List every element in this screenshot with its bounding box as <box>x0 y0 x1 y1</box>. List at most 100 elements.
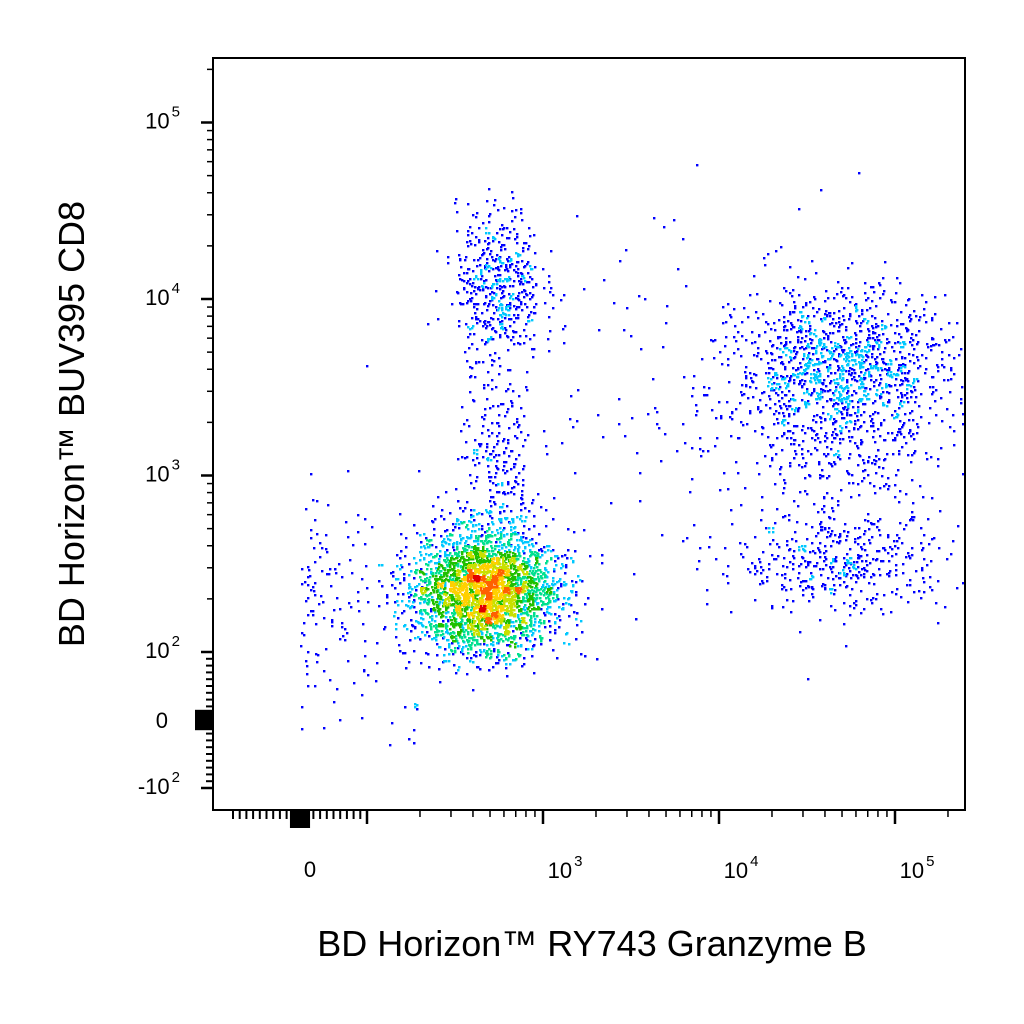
event-dot <box>524 290 527 293</box>
event-dot <box>897 369 900 372</box>
event-dot <box>754 567 757 570</box>
event-dot <box>425 553 428 556</box>
event-dot <box>827 531 830 534</box>
event-dot <box>911 516 914 519</box>
event-dot <box>396 565 399 568</box>
event-dot <box>524 612 527 615</box>
event-dot <box>751 562 754 565</box>
event-dot <box>879 374 882 377</box>
event-dot <box>494 534 497 537</box>
event-dot <box>498 257 501 260</box>
event-dot <box>874 400 877 403</box>
event-dot <box>428 561 431 564</box>
event-dot <box>767 385 770 388</box>
event-dot <box>818 308 821 311</box>
event-dot <box>341 626 344 629</box>
event-dot <box>834 589 837 592</box>
event-dot <box>935 602 938 605</box>
event-dot <box>864 530 867 533</box>
event-dot <box>519 518 522 521</box>
event-dot <box>855 574 858 577</box>
event-dot <box>484 320 487 323</box>
event-dot <box>458 320 461 323</box>
event-dot <box>904 377 907 380</box>
event-dot <box>456 211 459 214</box>
event-dot <box>900 433 903 436</box>
event-dot <box>587 597 590 600</box>
event-dot <box>430 568 433 571</box>
event-dot <box>577 575 580 578</box>
event-dot <box>838 346 841 349</box>
event-dot <box>831 588 834 591</box>
event-dot <box>525 386 528 389</box>
event-dot <box>882 391 885 394</box>
event-dot <box>500 249 503 252</box>
event-dot <box>813 315 816 318</box>
event-dot <box>511 487 514 490</box>
event-dot <box>864 390 867 393</box>
event-dot <box>909 341 912 344</box>
event-dot <box>833 593 836 596</box>
event-dot <box>352 544 355 547</box>
event-dot <box>480 443 483 446</box>
event-dot <box>759 561 762 564</box>
event-dot <box>478 462 481 465</box>
event-dot <box>822 406 825 409</box>
event-dot <box>827 297 830 300</box>
event-dot <box>507 408 510 411</box>
event-dot <box>813 503 816 506</box>
event-dot <box>699 547 702 550</box>
event-dot <box>810 394 813 397</box>
event-dot <box>858 527 861 530</box>
event-dot <box>847 387 850 390</box>
event-dot <box>875 472 878 475</box>
event-dot <box>831 465 834 468</box>
event-dot <box>525 335 528 338</box>
event-dot <box>853 564 856 567</box>
event-dot <box>851 394 854 397</box>
event-dot <box>531 543 534 546</box>
event-dot <box>418 597 421 600</box>
event-dot <box>378 580 381 583</box>
event-dot <box>857 406 860 409</box>
event-dot <box>465 323 468 326</box>
event-dot <box>795 540 798 543</box>
event-dot <box>824 527 827 530</box>
event-dot <box>836 378 839 381</box>
event-dot <box>409 586 412 589</box>
event-dot <box>486 262 489 265</box>
event-dot <box>545 445 548 448</box>
event-dot <box>872 573 875 576</box>
event-dot <box>844 398 847 401</box>
event-dot <box>361 717 364 720</box>
event-dot <box>526 306 529 309</box>
event-dot <box>420 546 423 549</box>
event-dot <box>803 392 806 395</box>
event-dot <box>425 573 428 576</box>
event-dot <box>421 613 424 616</box>
event-dot <box>345 521 348 524</box>
event-dot <box>874 492 877 495</box>
event-dot <box>783 287 786 290</box>
event-dot <box>801 346 804 349</box>
event-dot <box>793 457 796 460</box>
event-dot <box>867 393 870 396</box>
event-dot <box>854 420 857 423</box>
event-dot <box>489 354 492 357</box>
event-dot <box>303 634 306 637</box>
event-dot <box>414 637 417 640</box>
event-dot <box>815 535 818 538</box>
event-dot <box>542 584 545 587</box>
event-dot <box>476 476 479 479</box>
event-dot <box>447 619 450 622</box>
event-dot <box>792 563 795 566</box>
event-dot <box>489 633 492 636</box>
event-dot <box>775 558 778 561</box>
event-dot <box>797 408 800 411</box>
event-dot <box>700 455 703 458</box>
event-dot <box>776 418 779 421</box>
event-dot <box>491 379 494 382</box>
event-dot <box>897 374 900 377</box>
event-dot <box>900 400 903 403</box>
event-dot <box>834 558 837 561</box>
